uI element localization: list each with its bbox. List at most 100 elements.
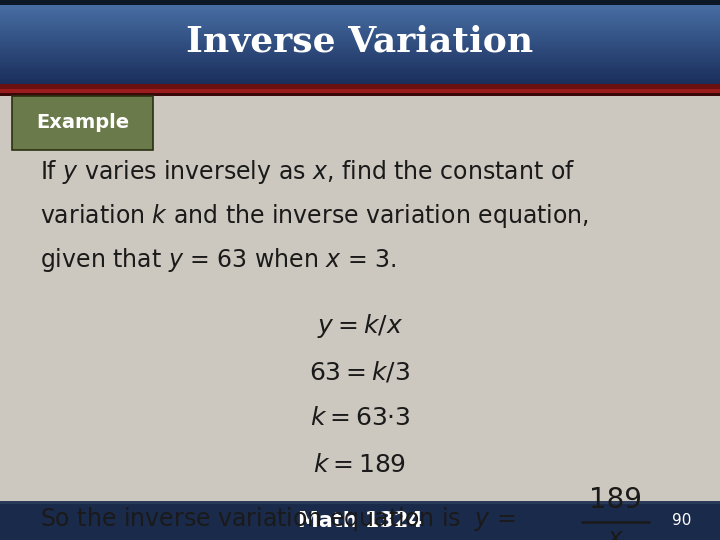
FancyBboxPatch shape — [12, 96, 153, 150]
Bar — [0, 58, 720, 59]
Text: given that $y$ = 63 when $x$ = 3.: given that $y$ = 63 when $x$ = 3. — [40, 246, 396, 274]
Bar — [0, 14, 720, 15]
Bar — [0, 66, 720, 67]
Bar — [0, 48, 720, 49]
Bar — [0, 28, 720, 29]
Bar — [0, 38, 720, 39]
Text: $63 = k/3$: $63 = k/3$ — [310, 359, 410, 384]
Bar — [0, 47, 720, 48]
Bar — [0, 2, 720, 3]
Bar — [0, 46, 720, 47]
Text: $k = 63{\cdot}3$: $k = 63{\cdot}3$ — [310, 406, 410, 430]
Bar — [0, 501, 720, 540]
Bar — [0, 30, 720, 31]
Bar — [0, 27, 720, 28]
Bar — [0, 51, 720, 52]
Text: So the inverse variation equation is  $y$ =: So the inverse variation equation is $y$… — [40, 505, 516, 534]
Bar — [0, 49, 720, 50]
Text: Inverse Variation: Inverse Variation — [186, 25, 534, 59]
Bar — [0, 24, 720, 25]
Bar — [0, 63, 720, 64]
Bar — [0, 34, 720, 35]
Text: If $y$ varies inversely as $x$, find the constant of: If $y$ varies inversely as $x$, find the… — [40, 158, 575, 186]
Bar — [0, 64, 720, 65]
Bar — [0, 40, 720, 41]
Bar — [0, 37, 720, 38]
Bar — [0, 42, 720, 43]
Bar — [0, 72, 720, 73]
Bar — [0, 39, 720, 40]
Bar — [0, 36, 720, 37]
Bar — [0, 70, 720, 71]
Bar — [0, 45, 720, 46]
Bar — [0, 60, 720, 62]
Bar — [0, 75, 720, 76]
Bar — [0, 1, 720, 2]
Bar — [0, 33, 720, 34]
Bar — [0, 18, 720, 19]
Bar — [0, 8, 720, 9]
Bar — [0, 78, 720, 79]
Text: 90: 90 — [672, 513, 691, 528]
Text: 189: 189 — [589, 485, 642, 514]
Bar — [0, 71, 720, 72]
Bar — [0, 6, 720, 7]
Bar — [0, 50, 720, 51]
Bar — [0, 84, 720, 89]
Bar — [0, 0, 720, 5]
Bar — [0, 56, 720, 57]
Bar — [0, 96, 720, 501]
Bar — [0, 55, 720, 56]
Bar — [0, 59, 720, 60]
Bar — [0, 15, 720, 16]
Bar — [0, 25, 720, 26]
Bar — [0, 7, 720, 8]
Bar — [0, 89, 720, 93]
Bar — [0, 9, 720, 10]
Text: $x$: $x$ — [607, 526, 624, 540]
Bar — [0, 501, 720, 504]
Bar — [0, 74, 720, 75]
Bar — [0, 10, 720, 11]
Bar — [0, 62, 720, 63]
Bar — [0, 53, 720, 55]
Bar — [0, 79, 720, 80]
Bar — [0, 82, 720, 83]
Text: Example: Example — [36, 113, 129, 132]
Text: $y = k/x$: $y = k/x$ — [317, 312, 403, 340]
Bar — [0, 23, 720, 24]
Bar — [0, 0, 720, 1]
Bar — [0, 35, 720, 36]
Bar — [0, 83, 720, 84]
Bar — [0, 68, 720, 69]
Text: $k = 189$: $k = 189$ — [313, 453, 407, 477]
Bar — [0, 73, 720, 74]
Bar — [0, 93, 720, 96]
Bar — [0, 16, 720, 17]
Bar — [0, 17, 720, 18]
Bar — [0, 22, 720, 23]
Bar — [0, 19, 720, 20]
Bar — [0, 43, 720, 44]
Bar — [0, 52, 720, 53]
Bar — [0, 3, 720, 4]
Bar — [0, 32, 720, 33]
Text: Math 1324: Math 1324 — [297, 510, 423, 531]
Bar — [0, 57, 720, 58]
Bar — [0, 31, 720, 32]
Bar — [0, 12, 720, 14]
Bar — [0, 77, 720, 78]
Bar — [0, 81, 720, 82]
Bar — [0, 44, 720, 45]
Bar — [0, 76, 720, 77]
Bar — [0, 69, 720, 70]
Bar — [0, 20, 720, 21]
Text: variation $k$ and the inverse variation equation,: variation $k$ and the inverse variation … — [40, 202, 588, 230]
Bar — [0, 21, 720, 22]
Bar — [0, 11, 720, 12]
Bar — [0, 5, 720, 6]
Bar — [0, 26, 720, 27]
Bar — [0, 41, 720, 42]
Bar — [0, 29, 720, 30]
Bar — [0, 67, 720, 68]
